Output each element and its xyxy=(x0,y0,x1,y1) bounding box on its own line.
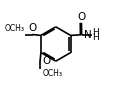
Text: N: N xyxy=(84,30,92,40)
Text: O: O xyxy=(42,56,50,66)
Text: O: O xyxy=(77,12,86,22)
Text: H: H xyxy=(92,28,99,37)
Text: OCH₃: OCH₃ xyxy=(42,69,62,78)
Text: OCH₃: OCH₃ xyxy=(5,24,25,33)
Text: O: O xyxy=(28,23,37,33)
Text: H: H xyxy=(92,33,99,42)
